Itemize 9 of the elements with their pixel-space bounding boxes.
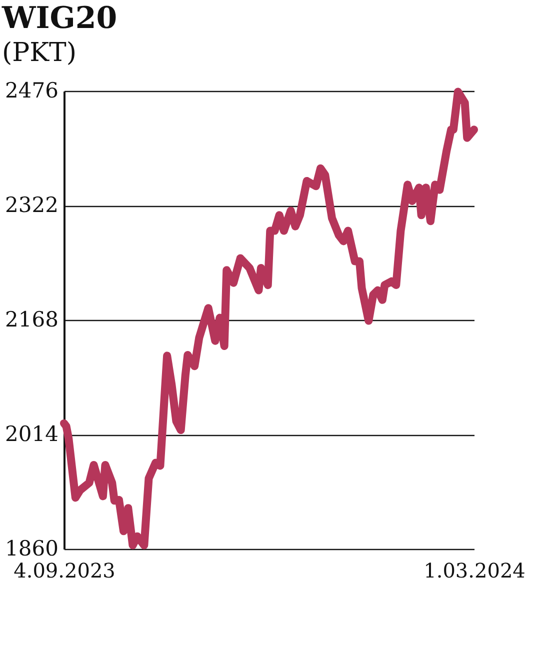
x-tick-label: 4.09.2023 bbox=[14, 558, 116, 582]
x-tick-label: 1.03.2024 bbox=[424, 558, 526, 582]
chart-title: WIG20 bbox=[1, 1, 118, 36]
chart-subtitle: (PKT) bbox=[2, 38, 77, 68]
y-tick-label: 2014 bbox=[5, 422, 58, 446]
y-tick-label: 2168 bbox=[5, 308, 58, 332]
y-tick-label: 1860 bbox=[5, 536, 58, 560]
y-tick-label: 2322 bbox=[5, 193, 58, 217]
y-tick-label: 2476 bbox=[5, 78, 58, 102]
